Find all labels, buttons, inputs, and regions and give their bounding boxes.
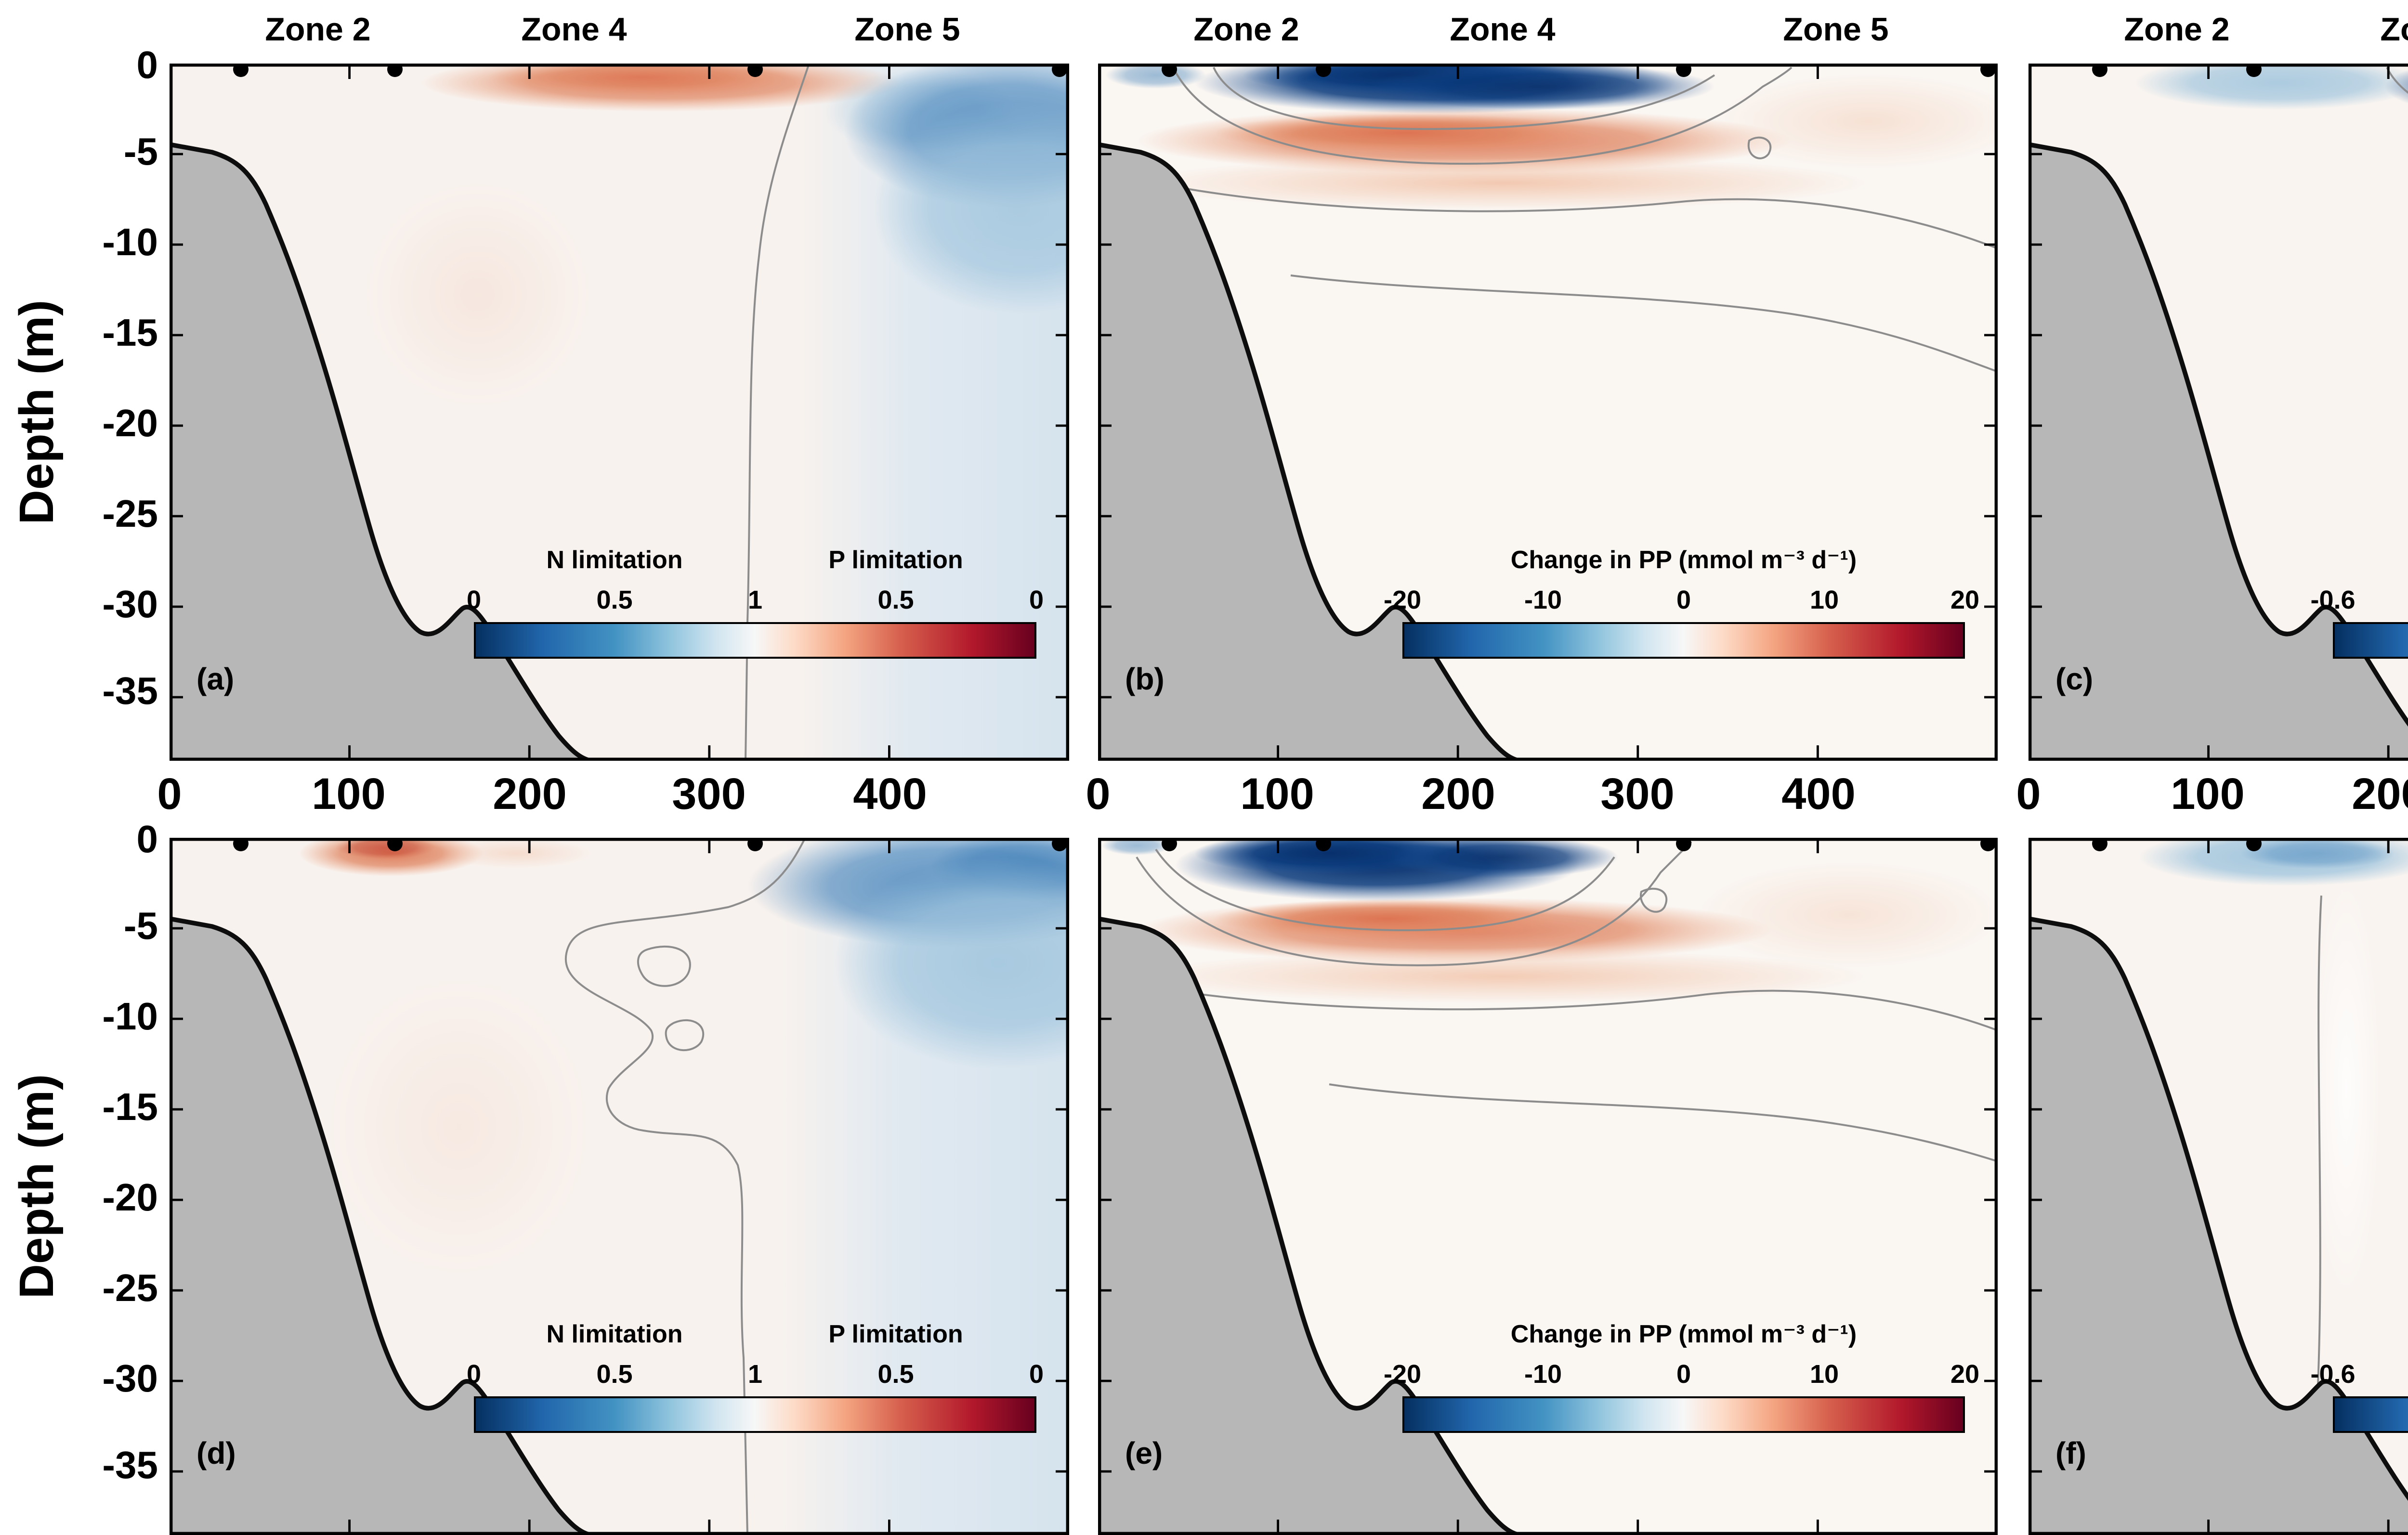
- x-tick: 100: [1240, 768, 1314, 819]
- x-tick: 400: [853, 768, 927, 819]
- y-tick: -30: [102, 585, 158, 627]
- contour-lines: [1136, 841, 1998, 1162]
- colorbar-left-label: N limitation: [546, 1319, 683, 1348]
- colorbar-wr: Change in WR (mmol m⁻³ d⁻¹) -0.6 -0.3 0 …: [2310, 545, 2408, 664]
- colorbar-right-label: P limitation: [828, 1319, 963, 1348]
- colorbar-gradient: [474, 622, 1036, 659]
- colorbar-right-label: P limitation: [828, 545, 963, 574]
- x-tick: 100: [2171, 768, 2245, 819]
- colorbar-tick: -0.6: [2310, 585, 2356, 614]
- colorbar-tick: 0.5: [877, 1360, 914, 1389]
- x-tick: 0: [157, 768, 182, 819]
- colorbar-left-label: N limitation: [546, 545, 683, 574]
- panel-letter: (d): [196, 1439, 236, 1471]
- contour-lines: [564, 838, 806, 1535]
- zone-label: Zone 4: [521, 12, 627, 48]
- colorbar-pp: Change in PP (mmol m⁻³ d⁻¹) -20 -10 0 10…: [1384, 545, 1979, 664]
- zone-label: Zone 4: [2380, 12, 2408, 48]
- panel-d: N limitation P limitation 0 0.5 1 0.5 0 …: [170, 838, 1069, 1535]
- panel-letter: (e): [1125, 1439, 1163, 1471]
- zone-label: Zone 2: [2124, 12, 2230, 48]
- colorbar-gradient: [2333, 622, 2408, 659]
- x-tick: 300: [672, 768, 746, 819]
- colorbar-tick: 0: [1029, 1360, 1044, 1389]
- colorbar-tick: 20: [1950, 1360, 1980, 1389]
- colorbar-label: Change in PP (mmol m⁻³ d⁻¹): [1510, 545, 1857, 574]
- panel-b: Change in PP (mmol m⁻³ d⁻¹) -20 -10 0 10…: [1098, 64, 1998, 761]
- colorbar-tick: 20: [1950, 585, 1980, 614]
- colorbar-limitation: N limitation P limitation 0 0.5 1 0.5 0: [467, 545, 1044, 664]
- colorbar-gradient: [474, 1396, 1036, 1433]
- colorbar-tick: 10: [1809, 585, 1839, 614]
- zone-label: Zone 5: [854, 12, 960, 48]
- panel-letter: (b): [1125, 664, 1165, 697]
- y-tick: -10: [102, 222, 158, 265]
- colorbar-limitation: N limitation P limitation 0 0.5 1 0.5 0: [467, 1319, 1044, 1439]
- panel-c: Change in WR (mmol m⁻³ d⁻¹) -0.6 -0.3 0 …: [2028, 64, 2408, 761]
- colorbar-tick: 0: [1029, 585, 1044, 614]
- y-tick: -5: [123, 132, 158, 174]
- y-tick: -20: [102, 403, 158, 446]
- colorbar-gradient: [2333, 1396, 2408, 1433]
- panel-a: N limitation P limitation 0 0.5 1 0.5 0 …: [170, 64, 1069, 761]
- panel-a-field: [170, 64, 1069, 761]
- contour-lines: [1174, 66, 1998, 373]
- y-tick: -30: [102, 1359, 158, 1401]
- zone-label: Zone 2: [1193, 12, 1299, 48]
- zone-label: Zone 5: [1783, 12, 1889, 48]
- colorbar-tick: 0: [466, 585, 482, 614]
- colorbar-tick: 0: [1676, 585, 1691, 614]
- zone-label: Zone 2: [265, 12, 371, 48]
- panel-letter: (c): [2055, 664, 2094, 697]
- x-tick: 200: [493, 768, 567, 819]
- colorbar-tick: 10: [1809, 1360, 1839, 1389]
- x-tick: 100: [312, 768, 386, 819]
- panel-e: Change in PP (mmol m⁻³ d⁻¹) -20 -10 0 10…: [1098, 838, 1998, 1535]
- colorbar-gradient: [1402, 622, 1965, 659]
- colorbar-pp: Change in PP (mmol m⁻³ d⁻¹) -20 -10 0 10…: [1384, 1319, 1979, 1439]
- y-tick: -15: [102, 1087, 158, 1130]
- y-tick: 0: [136, 45, 158, 88]
- panel-letter: (a): [196, 664, 235, 697]
- colorbar-tick: 0.5: [596, 585, 633, 614]
- colorbar-label: Change in PP (mmol m⁻³ d⁻¹): [1510, 1319, 1857, 1348]
- colorbar-tick: -20: [1383, 1360, 1422, 1389]
- colorbar-tick: 0: [1676, 1360, 1691, 1389]
- y-tick: -35: [102, 1445, 158, 1488]
- colorbar-tick: 1: [747, 1360, 763, 1389]
- panel-f: Change in WR (mmol m⁻³ d⁻¹) -0.6 -0.3 0 …: [2028, 838, 2408, 1535]
- y-tick: -25: [102, 494, 158, 536]
- colorbar-gradient: [1402, 1396, 1965, 1433]
- colorbar-wr: Change in WR (mmol m⁻³ d⁻¹) -0.6 -0.3 0 …: [2310, 1319, 2408, 1439]
- colorbar-tick: 0.5: [877, 585, 914, 614]
- x-tick: 0: [2016, 768, 2041, 819]
- x-tick: 300: [1600, 768, 1675, 819]
- x-tick: 400: [1781, 768, 1856, 819]
- y-tick: -10: [102, 997, 158, 1039]
- y-tick: -15: [102, 313, 158, 355]
- colorbar-tick: -20: [1383, 585, 1422, 614]
- y-tick: -5: [123, 906, 158, 949]
- y-tick: -20: [102, 1178, 158, 1220]
- y-tick: -35: [102, 671, 158, 714]
- panel-letter: (f): [2055, 1439, 2086, 1471]
- colorbar-tick: -10: [1524, 585, 1562, 614]
- x-tick: 200: [2352, 768, 2408, 819]
- x-tick: 200: [1421, 768, 1495, 819]
- colorbar-tick: 0.5: [596, 1360, 633, 1389]
- contour-lines: [745, 64, 810, 761]
- colorbar-tick: -10: [1524, 1360, 1562, 1389]
- y-tick: 0: [136, 820, 158, 862]
- x-tick: 0: [1086, 768, 1111, 819]
- zone-label: Zone 4: [1450, 12, 1556, 48]
- colorbar-tick: -0.6: [2310, 1360, 2356, 1389]
- colorbar-tick: 1: [747, 585, 763, 614]
- y-tick: -25: [102, 1268, 158, 1311]
- colorbar-tick: 0: [466, 1360, 482, 1389]
